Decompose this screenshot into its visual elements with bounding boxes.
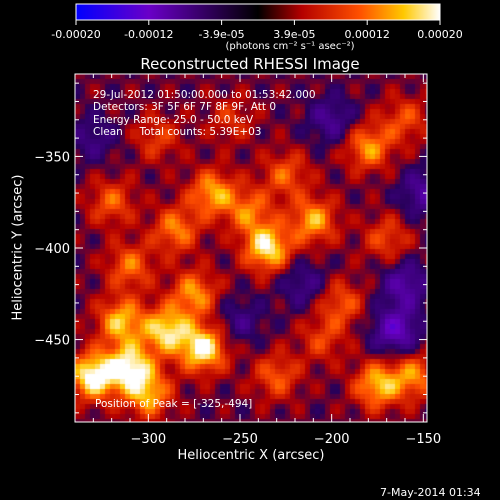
x-axis-label: Heliocentric X (arcsec) <box>177 448 325 463</box>
colorbar <box>75 3 441 25</box>
colorbar-tick-label: 0.00012 <box>344 28 390 41</box>
chart-title: Reconstructed RHESSI Image <box>140 55 360 73</box>
colorbar-tick-label: 0.00020 <box>417 28 463 41</box>
x-tick-label: −200 <box>314 432 350 447</box>
heatmap-image <box>75 74 427 422</box>
colorbar-tick-label: -0.00012 <box>124 28 174 41</box>
y-tick-label: −450 <box>34 334 70 349</box>
date-stamp: 7-May-2014 01:34 <box>380 486 481 499</box>
info-energy-range: Energy Range: 25.0 - 50.0 keV <box>93 113 254 126</box>
y-axis-label: Heliocentric Y (arcsec) <box>10 174 26 321</box>
y-tick-label: −350 <box>34 150 70 165</box>
observation-info: 29-Jul-2012 01:50:00.000 to 01:53:42.000… <box>93 89 316 138</box>
x-tick-label: −300 <box>130 432 166 447</box>
colorbar-gradient <box>75 3 441 21</box>
peak-position-annotation: Position of Peak = [-325,-494] <box>95 398 253 410</box>
x-tick-label: −250 <box>222 432 258 447</box>
info-detectors: Detectors: 3F 5F 6F 7F 8F 9F, Att 0 <box>93 101 277 114</box>
colorbar-tick-label: -3.9e-05 <box>198 28 245 41</box>
x-tick-label: −150 <box>405 432 441 447</box>
y-tick-label: −400 <box>34 242 70 257</box>
info-time-range: 29-Jul-2012 01:50:00.000 to 01:53:42.000 <box>93 89 316 101</box>
colorbar-unit-label: (photons cm⁻² s⁻¹ asec⁻²) <box>225 41 355 52</box>
colorbar-tick-label: 3.9e-05 <box>273 28 316 41</box>
info-total-counts: Clean Total counts: 5.39E+03 <box>93 125 262 138</box>
colorbar-tick-label: -0.00020 <box>51 28 101 41</box>
